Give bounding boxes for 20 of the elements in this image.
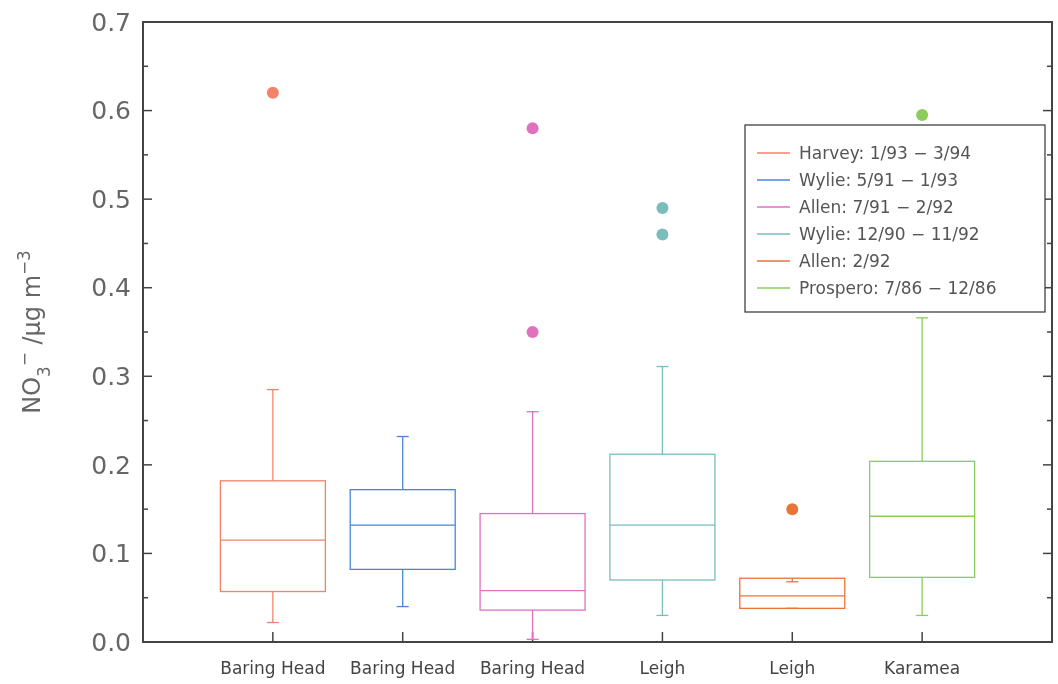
x-tick-label: Leigh [639,658,686,678]
y-tick-label: 0.2 [91,450,131,480]
x-tick-label: Karamea [884,658,961,678]
y-tick-label: 0.0 [91,627,131,657]
y-tick-label: 0.4 [91,273,131,303]
x-tick-label: Baring Head [220,658,326,678]
legend-label: Allen: 2/92 [799,250,891,271]
legend-label: Prospero: 7/86 − 12/86 [799,277,997,298]
x-tick-label: Leigh [769,658,816,678]
y-tick-label: 0.6 [91,96,131,126]
y-tick-label: 0.7 [91,7,131,37]
y-tick-label: 0.3 [91,362,131,392]
y-tick-label: 0.1 [91,539,131,569]
x-tick-label: Baring Head [350,658,456,678]
y-tick-label: 0.5 [91,184,131,214]
x-tick-label: Baring Head [479,658,586,678]
legend-label: Wylie: 5/91 − 1/93 [799,169,959,190]
legend-label: Harvey: 1/93 − 3/94 [799,142,972,163]
legend-label: Wylie: 12/90 − 11/92 [799,223,980,244]
legend-label: Allen: 7/91 − 2/92 [799,196,954,217]
